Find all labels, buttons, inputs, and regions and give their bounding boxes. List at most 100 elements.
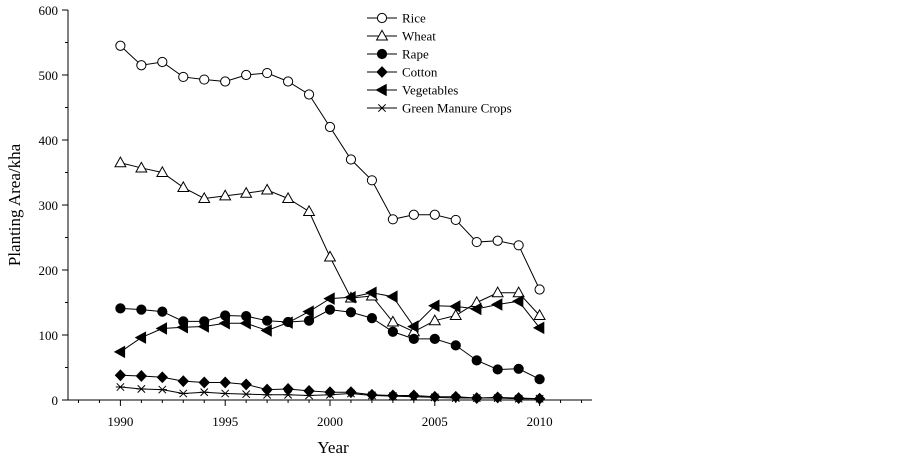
vegetables-point xyxy=(428,299,440,312)
y-tick-label: 300 xyxy=(39,198,59,213)
rape-point xyxy=(534,374,545,385)
cotton-point xyxy=(198,376,210,389)
green-manure-crops-point xyxy=(304,391,314,400)
vegetables-point xyxy=(323,292,335,305)
green-manure-crops-point xyxy=(367,391,377,400)
rape-point xyxy=(450,340,461,351)
rape-point xyxy=(262,315,273,326)
wheat-point xyxy=(512,286,525,298)
rape-point xyxy=(366,313,378,324)
green-manure-crops-point xyxy=(178,389,188,398)
y-axis-title: Planting Area/kha xyxy=(5,143,24,266)
legend-label: Rape xyxy=(402,47,429,62)
rice-point xyxy=(387,214,398,225)
y-tick-label: 600 xyxy=(39,3,59,18)
cotton-point xyxy=(303,384,315,397)
legend-label: Rice xyxy=(402,11,426,26)
y-axis: 0 100 200 300 400 500 600 xyxy=(39,3,68,408)
legend-label: Cotton xyxy=(402,65,438,80)
legend-marker xyxy=(376,66,388,78)
green-manure-crops-point xyxy=(409,392,419,401)
x-tick-label: 1990 xyxy=(107,414,133,429)
rape-point xyxy=(387,326,398,337)
rice-point xyxy=(450,214,461,226)
rice-point xyxy=(429,209,440,220)
series-layer xyxy=(113,40,546,405)
legend-item-vegetables: Vegetables xyxy=(367,83,458,98)
wheat-point xyxy=(491,286,504,298)
wheat-point xyxy=(218,189,232,201)
y-tick-label: 500 xyxy=(39,68,59,83)
green-manure-crops-point xyxy=(388,392,398,401)
vegetables-point xyxy=(155,322,168,335)
series-cotton xyxy=(114,369,546,405)
series-rice xyxy=(115,40,545,295)
plot-frame xyxy=(67,10,592,401)
wheat-point xyxy=(135,161,148,173)
rice-point xyxy=(136,60,147,71)
wheat-point xyxy=(323,250,337,262)
rape-point xyxy=(303,315,315,326)
green-manure-crops-point xyxy=(115,382,125,392)
legend-item-green-manure-crops: Green Manure Crops xyxy=(367,101,512,116)
green-manure-crops-point xyxy=(430,393,440,402)
green-manure-crops-point xyxy=(514,394,524,403)
green-manure-crops-point xyxy=(136,384,146,393)
wheat-point xyxy=(428,314,442,326)
green-manure-crops-point xyxy=(451,394,461,403)
legend-item-cotton: Cotton xyxy=(367,65,438,80)
legend-label: Green Manure Crops xyxy=(402,101,512,116)
green-manure-crops-point xyxy=(346,389,356,398)
vegetables-point xyxy=(260,324,272,337)
y-tick-label: 200 xyxy=(39,263,59,278)
cotton-point xyxy=(156,371,169,384)
vegetables-point xyxy=(386,290,398,303)
rice-point xyxy=(534,284,545,295)
vegetables-point xyxy=(176,320,188,334)
legend-label: Wheat xyxy=(402,29,436,44)
rape-point xyxy=(115,303,126,314)
wheat-point xyxy=(260,183,274,195)
wheat-point xyxy=(302,204,316,216)
rice-point xyxy=(513,240,524,251)
vegetables-point xyxy=(218,317,230,330)
cotton-point xyxy=(408,389,420,402)
series-wheat xyxy=(114,156,546,337)
vegetables-point xyxy=(449,300,461,313)
rice-point xyxy=(366,175,378,186)
rape-point xyxy=(157,306,168,317)
x-axis: 1990 1995 2000 2005 2010 xyxy=(77,400,583,429)
wheat-point xyxy=(197,191,211,203)
x-tick-label: 2000 xyxy=(317,414,343,429)
vegetables-point xyxy=(512,294,524,308)
cotton-point xyxy=(324,386,336,399)
x-tick-label: 1995 xyxy=(212,414,238,429)
green-manure-crops-point xyxy=(241,390,251,399)
series-green-manure-crops xyxy=(115,382,545,403)
wheat-point xyxy=(449,308,463,320)
rape-point xyxy=(408,333,419,344)
wheat-point xyxy=(386,315,400,327)
vegetables-point xyxy=(281,316,293,329)
rape-point xyxy=(429,333,440,344)
cotton-point xyxy=(345,386,357,399)
vegetables-point xyxy=(239,317,251,330)
legend-item-wheat: Wheat xyxy=(367,29,436,44)
wheat-point xyxy=(281,191,295,203)
cotton-point xyxy=(261,383,273,396)
vegetables-point xyxy=(532,321,545,335)
legend-marker xyxy=(375,83,387,97)
rice-point xyxy=(178,71,189,83)
cotton-point xyxy=(219,376,231,389)
green-manure-crops-point xyxy=(157,385,167,394)
rape-point xyxy=(471,355,482,366)
rice-point xyxy=(282,76,294,87)
cotton-point xyxy=(114,369,127,382)
legend-marker xyxy=(376,12,388,24)
green-manure-crops-point xyxy=(472,394,482,403)
x-axis-title: Year xyxy=(317,438,349,457)
rape-point xyxy=(492,364,503,375)
legend-item-rape: Rape xyxy=(367,47,429,62)
rice-point xyxy=(115,40,126,51)
rice-point xyxy=(220,76,231,87)
